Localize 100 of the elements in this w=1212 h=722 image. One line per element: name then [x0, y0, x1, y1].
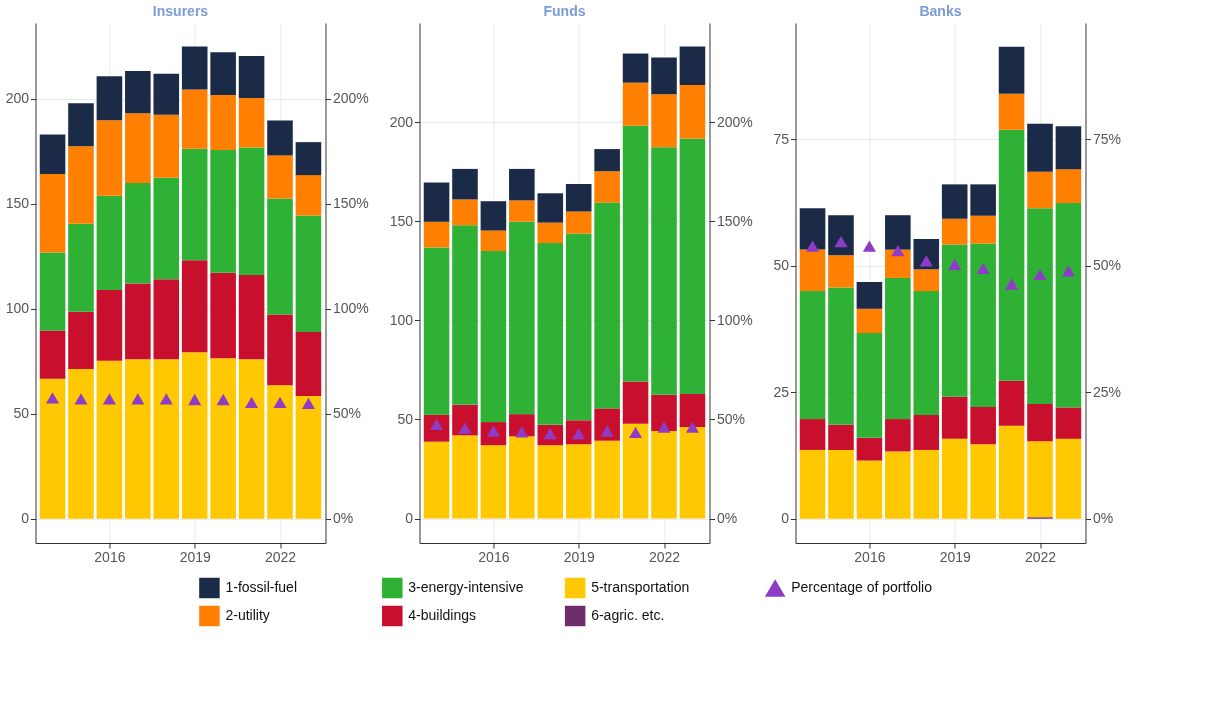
point — [458, 422, 472, 434]
bar — [679, 138, 706, 394]
bar — [267, 198, 293, 315]
y-tick-label: 0 — [405, 510, 414, 527]
bar — [856, 281, 883, 309]
bar — [913, 291, 940, 416]
bar — [295, 215, 322, 333]
legend-label: 3-energy-intensive — [408, 579, 524, 595]
legend-label: 2-utility — [225, 607, 270, 623]
bar — [998, 46, 1025, 94]
bar — [998, 93, 1025, 130]
y2-tick-label: 0% — [1092, 510, 1114, 527]
y-tick-label: 200 — [389, 113, 414, 130]
bar — [1055, 438, 1082, 519]
bar — [423, 182, 450, 222]
bar — [998, 380, 1025, 426]
bar — [622, 423, 649, 519]
bar — [970, 184, 996, 216]
bar — [1027, 403, 1053, 442]
y2-tick-label: 100% — [332, 300, 369, 317]
bar — [68, 369, 94, 519]
bar — [68, 103, 94, 147]
bar — [941, 218, 968, 245]
bar — [941, 244, 968, 397]
bar — [452, 435, 478, 519]
bar — [1055, 407, 1082, 439]
bar — [594, 408, 620, 441]
bar — [238, 55, 265, 99]
bar — [480, 230, 507, 251]
bar — [998, 425, 1025, 519]
bar — [181, 260, 208, 353]
bar — [970, 444, 996, 519]
bar — [679, 427, 706, 519]
x-tick-label: 2022 — [648, 548, 681, 565]
legend-label: Percentage of portfolio — [791, 579, 933, 595]
bar — [153, 73, 180, 115]
bar — [238, 274, 265, 360]
point — [685, 421, 699, 433]
bar — [181, 46, 208, 90]
bar — [238, 98, 265, 148]
bar — [828, 287, 854, 425]
bar — [828, 215, 854, 256]
bar — [622, 125, 649, 382]
bar — [828, 449, 854, 519]
y2-tick-label: 50% — [716, 410, 746, 427]
bar — [153, 114, 180, 178]
y2-tick-label: 150% — [716, 212, 753, 229]
bar — [125, 283, 151, 360]
bar — [39, 134, 66, 175]
bar — [970, 243, 996, 407]
bar — [828, 424, 854, 450]
bar — [480, 201, 507, 231]
bar — [885, 419, 911, 452]
bar — [913, 415, 940, 450]
y-tick-label: 100 — [5, 300, 30, 317]
x-tick-label: 2022 — [1024, 548, 1057, 565]
y2-tick-label: 50% — [332, 405, 362, 422]
bar — [856, 460, 883, 519]
bar — [96, 195, 123, 291]
bar — [913, 238, 940, 270]
bar — [537, 243, 564, 425]
bar — [679, 85, 706, 139]
y-tick-label: 50 — [13, 405, 30, 422]
bar — [39, 330, 66, 379]
bar — [68, 311, 94, 370]
point — [657, 421, 671, 433]
bar — [594, 149, 620, 172]
bar — [941, 396, 968, 439]
bar — [537, 222, 564, 244]
x-tick-label: 2019 — [939, 548, 971, 565]
bar — [125, 359, 151, 519]
bar — [1027, 171, 1053, 209]
y2-tick-label: 100% — [716, 311, 753, 328]
bar — [799, 291, 826, 420]
bar — [998, 129, 1025, 381]
legend-label: 4-buildings — [408, 607, 476, 623]
point — [1061, 265, 1075, 277]
bar — [651, 94, 677, 148]
bar — [181, 352, 208, 519]
bar — [594, 171, 620, 203]
y-tick-label: 100 — [389, 311, 414, 328]
x-tick-label: 2016 — [478, 548, 510, 565]
bar — [913, 269, 940, 292]
bar — [885, 215, 911, 250]
bar — [181, 89, 208, 149]
bar — [799, 249, 826, 292]
bar — [1027, 441, 1053, 518]
bar — [622, 381, 649, 424]
y2-tick-label: 75% — [1092, 130, 1122, 147]
bar — [594, 440, 620, 519]
bar — [96, 76, 123, 121]
bar — [913, 449, 940, 519]
bar — [125, 113, 151, 184]
bar — [885, 451, 911, 519]
bar — [210, 358, 236, 519]
bar — [125, 70, 151, 114]
bar — [267, 314, 293, 386]
legend-label: 6-agric. etc. — [591, 607, 665, 623]
bar — [181, 148, 208, 261]
y2-tick-label: 200% — [332, 90, 369, 107]
